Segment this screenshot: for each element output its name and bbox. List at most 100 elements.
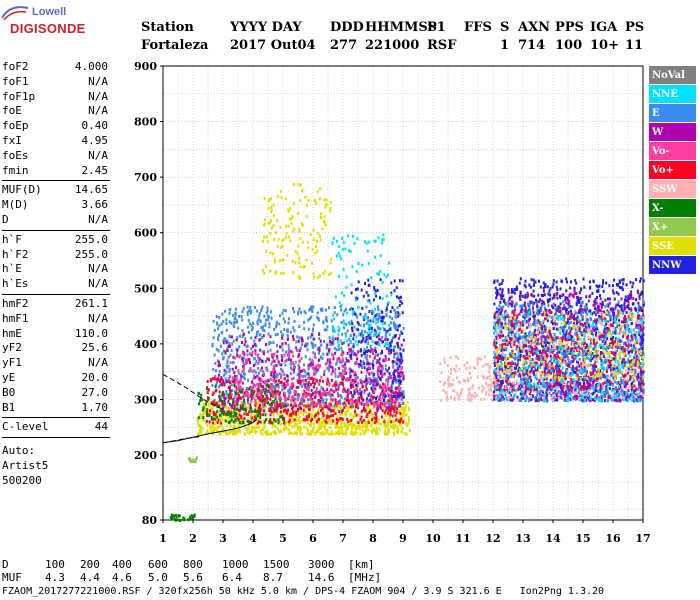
echo-point [394, 413, 397, 417]
echo-point [321, 407, 324, 411]
echo-point [364, 352, 367, 355]
echo-point [239, 396, 242, 400]
echo-point [295, 346, 298, 350]
echo-point [307, 388, 310, 392]
echo-point [263, 329, 266, 333]
echo-point [346, 417, 349, 421]
echo-point [262, 387, 265, 391]
echo-point [241, 357, 244, 361]
echo-point [356, 425, 359, 429]
echo-point [296, 373, 299, 377]
echo-point [232, 414, 235, 418]
echo-point [220, 404, 223, 408]
echo-point [277, 385, 280, 389]
echo-point [385, 414, 388, 418]
echo-point [329, 358, 331, 362]
echo-point [384, 367, 387, 371]
echo-point [221, 352, 224, 356]
echo-point [376, 353, 379, 357]
echo-point [243, 403, 246, 406]
echo-point [509, 352, 512, 356]
echo-point [349, 322, 352, 326]
echo-point [360, 353, 363, 357]
echo-point [273, 374, 276, 378]
echo-point [534, 333, 537, 337]
echo-point [317, 351, 320, 355]
echo-point [258, 333, 261, 337]
echo-point [372, 363, 375, 367]
echo-point [361, 366, 363, 370]
echo-point [321, 424, 324, 428]
echo-point [401, 427, 404, 430]
echo-point [228, 370, 231, 374]
echo-point [382, 399, 385, 402]
echo-point [351, 307, 354, 311]
param-row-hf2: h`F2 255.0 [2, 248, 108, 262]
echo-point [370, 276, 373, 280]
echo-point [372, 318, 375, 322]
echo-point [335, 417, 338, 421]
echo-point [319, 355, 322, 359]
echo-point [297, 212, 300, 215]
echo-point [320, 409, 322, 413]
echo-point [394, 390, 397, 394]
echo-point [275, 379, 278, 383]
param-value: N/A [88, 213, 108, 226]
echo-point [386, 329, 389, 333]
echo-point [354, 373, 357, 377]
echo-point [392, 360, 395, 364]
echo-point [344, 404, 347, 408]
echo-point [285, 358, 288, 362]
echo-point [619, 280, 621, 284]
echo-point [352, 385, 355, 389]
echo-point [281, 258, 284, 262]
echo-point [639, 317, 642, 321]
echo-point [342, 319, 345, 323]
echo-point [642, 303, 645, 307]
echo-point [395, 399, 398, 403]
echo-point [324, 362, 327, 366]
echo-point [458, 380, 461, 384]
echo-point [330, 372, 333, 376]
echo-point [379, 327, 382, 331]
echo-point [277, 418, 280, 422]
echo-point [355, 315, 358, 319]
echo-point [262, 422, 265, 426]
echo-point [398, 279, 401, 283]
echo-point [282, 427, 285, 431]
echo-point [283, 403, 286, 407]
echo-point [367, 380, 370, 384]
echo-point [283, 373, 286, 377]
echo-point [350, 381, 352, 385]
echo-point [201, 427, 204, 431]
echo-point [474, 391, 477, 395]
echo-point [358, 413, 361, 417]
echo-point [366, 422, 369, 426]
echo-point [292, 183, 295, 186]
echo-point [336, 359, 339, 363]
echo-point [374, 332, 377, 336]
echo-point [304, 355, 307, 359]
echo-point [585, 303, 588, 307]
echo-point [454, 369, 457, 373]
param-value: 4.95 [81, 134, 109, 147]
echo-point [226, 424, 229, 428]
echo-point [400, 330, 402, 334]
param-value: N/A [88, 262, 108, 276]
echo-point [295, 412, 297, 416]
echo-point [215, 347, 218, 351]
echo-point [314, 355, 317, 359]
echo-point [622, 311, 625, 315]
param-value: 14.65 [74, 183, 108, 197]
echo-point [382, 340, 384, 344]
echo-point [384, 332, 387, 336]
echo-point [491, 383, 494, 387]
echo-point [272, 341, 275, 344]
echo-point [559, 287, 562, 291]
echo-point [355, 353, 358, 357]
echo-point [196, 432, 199, 436]
echo-point [353, 352, 356, 356]
echo-point [292, 370, 295, 374]
echo-point [321, 430, 324, 434]
echo-point [369, 408, 372, 412]
